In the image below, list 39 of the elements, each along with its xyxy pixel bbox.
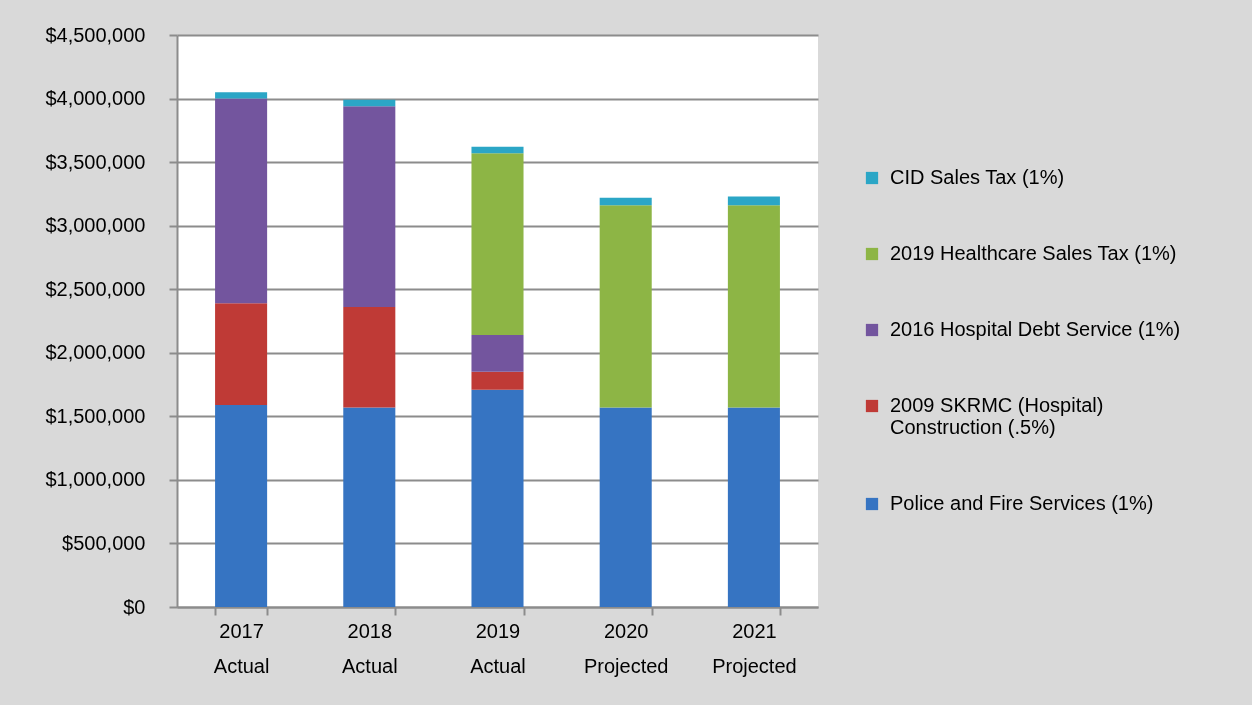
x-tick-label: 2018 Actual xyxy=(342,619,398,677)
y-tick-label: $500,000 xyxy=(62,531,146,554)
bar xyxy=(215,92,268,99)
y-tick-label: $4,000,000 xyxy=(45,87,146,110)
bar xyxy=(727,407,780,607)
y-tick-label: $3,000,000 xyxy=(45,214,146,237)
y-tick-label: $1,000,000 xyxy=(45,468,146,491)
x-tick-label: 2019 Actual xyxy=(470,619,526,677)
bar xyxy=(471,389,524,607)
bar xyxy=(471,153,524,335)
y-tick-label: $4,500,000 xyxy=(45,23,146,46)
y-tick-label: $2,000,000 xyxy=(45,341,146,364)
bar xyxy=(343,307,396,408)
bar xyxy=(343,106,396,308)
bar xyxy=(471,334,524,372)
y-tick-label: $3,500,000 xyxy=(45,150,146,173)
y-tick-label: $2,500,000 xyxy=(45,277,146,300)
bar xyxy=(599,407,652,607)
legend-label: 2019 Healthcare Sales Tax (1%) xyxy=(890,242,1177,264)
bar xyxy=(727,196,780,206)
bar xyxy=(343,407,396,607)
x-tick-label: 2020 Projected xyxy=(583,619,669,677)
y-tick-label: $1,500,000 xyxy=(45,404,146,427)
x-tick-label: 2021 Projected xyxy=(712,619,797,677)
legend-label: 2009 SKRMC (Hospital) Construction (.5%) xyxy=(890,394,1104,438)
legend-label: CID Sales Tax (1%) xyxy=(890,166,1065,188)
legend-label: 2016 Hospital Debt Service (1%) xyxy=(890,318,1181,340)
bar xyxy=(471,146,524,154)
x-tick-label: 2017 Actual xyxy=(213,619,270,677)
bar xyxy=(215,404,268,607)
bar xyxy=(471,371,524,390)
y-tick-label: $0 xyxy=(123,595,146,618)
legend-label: Police and Fire Services (1%) xyxy=(890,492,1154,514)
bar xyxy=(599,197,652,206)
bar xyxy=(343,99,396,107)
bar xyxy=(215,303,268,405)
bar xyxy=(215,98,268,304)
bar xyxy=(727,205,780,408)
bar xyxy=(599,205,652,408)
